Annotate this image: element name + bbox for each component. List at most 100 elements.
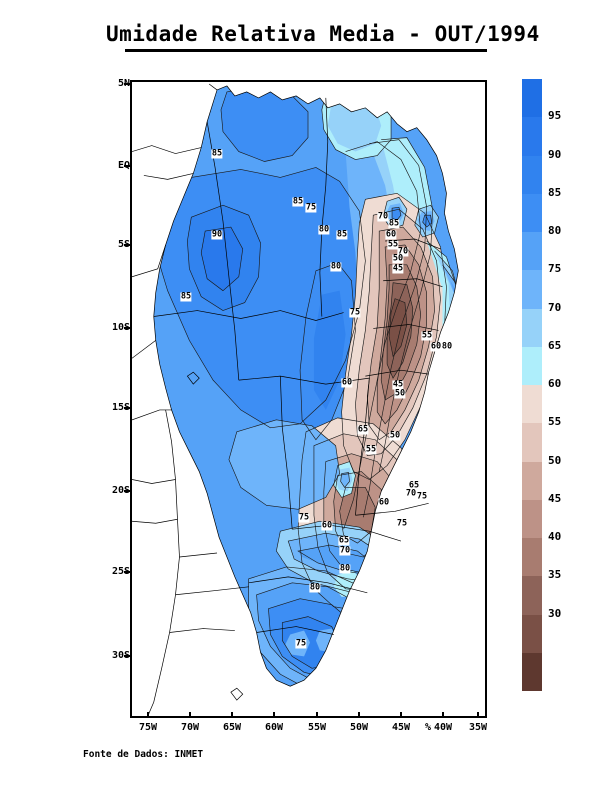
colorbar-band [522,423,542,462]
contour-label: 65 [408,480,420,491]
colorbar-tick-label: 65 [548,338,562,352]
political-boundaries [132,83,459,716]
contour-label: 85 [388,218,400,229]
contour-label: 60 [385,229,397,240]
contour-label: 50 [389,430,401,441]
colorbar-band [522,576,542,615]
y-axis-tick-label: 5N [96,78,130,90]
colorbar-tick-label: 35 [548,568,562,582]
colorbar-tick-label: 60 [548,377,562,390]
colorbar-band [522,79,542,118]
y-axis-tick-label: 20S [111,485,130,496]
contour-label: 60 [341,377,353,388]
contour-label: 45 [392,263,404,274]
colorbar-band [522,117,542,156]
colorbar-band [522,232,542,271]
contour-label: 75 [298,512,310,523]
y-axis-tick-mark [124,655,130,657]
contour-label: 85 [336,229,348,240]
colorbar-tick-label: 50 [548,453,562,467]
y-axis-tick-mark [124,490,130,492]
contour-label: 60 [378,497,390,508]
contour-label: 55 [421,330,433,341]
page-title: Umidade Relativa Media - OUT/1994 [106,22,540,46]
x-axis-tick-label: 75W [138,722,158,733]
colorbar-tick-label: 55 [548,415,562,429]
colorbar-tick-label: 90 [548,147,562,161]
contour-label: 80 [318,224,330,235]
colorbar-tick-label: 70 [548,300,562,314]
contour-label: 85 [292,196,304,207]
x-axis-tick-mark [147,712,149,718]
y-axis-tick-mark [124,165,130,167]
y-axis-tick-label: 30S [111,650,130,661]
contour-label: 90 [211,229,223,240]
x-axis-tick-mark [477,712,479,718]
contour-label: 50 [394,388,406,399]
contour-label: 65 [357,424,369,435]
y-axis-tick-mark [124,407,130,409]
colorbar [521,78,543,692]
contour-label: 75 [396,518,408,529]
y-axis-tick-label: 10S [111,322,130,333]
x-axis-tick-label: 35W [468,722,488,733]
x-axis-tick-mark [231,712,233,718]
contour-label: 70 [377,211,389,222]
contour-label: 60 [430,341,442,352]
colorbar-band [522,461,542,500]
humidity-field [153,85,459,687]
colorbar-tick-label: 40 [548,530,562,543]
contour-label: 55 [365,444,377,455]
y-axis-tick-mark [124,83,130,85]
contour-label: 45 [392,379,404,390]
colorbar-band [522,193,542,232]
contour-label: 85 [211,148,223,159]
colorbar-tick-label: 80 [548,224,562,237]
x-axis-tick-label: 60W [264,722,284,733]
colorbar-band [522,270,542,309]
title-underline [125,49,487,52]
x-axis-tick-mark [442,712,444,718]
chart-title-block: Umidade Relativa Media - OUT/1994 [106,22,540,52]
contour-label: 75 [305,202,317,213]
x-axis-tick-label: 70W [180,722,200,733]
colorbar-band [522,346,542,385]
x-axis-tick-label: 40W [433,722,453,733]
axis-unit-label: % [425,722,432,733]
colorbar-band [522,308,542,347]
colorbar-tick-label: 30 [548,606,562,620]
y-axis-tick-label: 5S [96,239,130,251]
y-axis-tick-label: 15S [111,402,130,413]
contour-label: 70 [339,545,351,556]
colorbar-tick-label: 95 [548,109,562,123]
contour-label: 80 [330,261,342,272]
contour-label: 80 [309,582,321,593]
contour-label: 85 [180,291,192,302]
x-axis-tick-label: 65W [222,722,242,733]
map-plot-frame: 85 85 75 80 85 90 80 85 75 70 85 60 55 70 50 45 55 60 80 60… [130,80,487,718]
contour-label: 50 [392,253,404,264]
contour-label: 75 [416,491,428,502]
y-axis-tick-label: EQ [96,160,130,172]
x-axis-tick-label: 45W [391,722,411,733]
x-axis-tick-mark [400,712,402,718]
x-axis-tick-label: 50W [349,722,369,733]
contour-label: 75 [349,307,361,318]
x-axis-tick-label: 55W [307,722,327,733]
brazil-humidity-map [132,82,485,716]
y-axis-tick-label: 25S [111,566,130,577]
colorbar-band [522,499,542,538]
colorbar-band [522,538,542,577]
colorbar-band [522,652,542,691]
y-axis-tick-mark [124,327,130,329]
contour-label: 80 [441,341,453,352]
colorbar-band [522,385,542,424]
colorbar-tick-label: 45 [548,491,562,505]
contour-label: 75 [295,638,307,649]
x-axis-tick-mark [273,712,275,718]
x-axis-tick-mark [358,712,360,718]
colorbar-tick-label: 85 [548,185,562,199]
contour-label: 70 [405,488,417,499]
contour-label: 60 [321,520,333,531]
